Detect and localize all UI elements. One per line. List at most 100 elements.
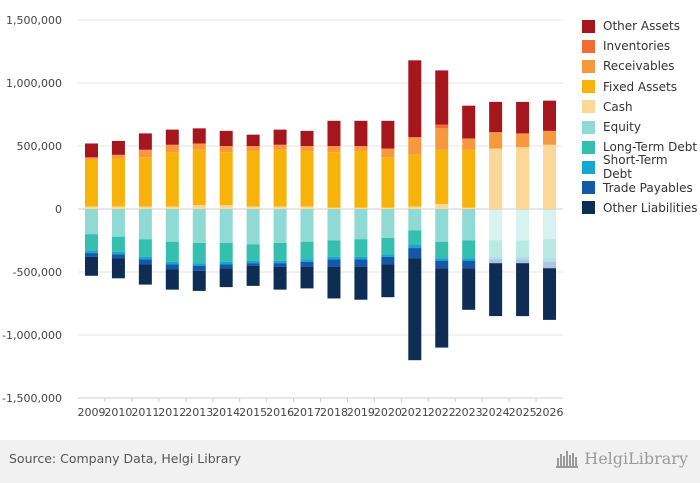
bar-other-liabilities-2022 <box>435 268 449 348</box>
y-tick-label: 0 <box>55 203 62 216</box>
bar-cash-2021 <box>408 206 422 209</box>
bar-equity-2012 <box>165 209 179 242</box>
x-tick-label: 2025 <box>509 406 537 419</box>
bar-cash-2011 <box>138 206 152 209</box>
bar-inventories-2022 <box>435 124 449 129</box>
bar-trade-payables-2015 <box>246 263 260 266</box>
bar-trade-payables-2012 <box>165 264 179 270</box>
legend: Other Assets Inventories Receivables Fixed … <box>582 16 700 218</box>
bar-trade-payables-2010 <box>111 254 125 259</box>
legend-swatch <box>582 59 595 73</box>
bar-short-term-debt-2024 <box>489 256 503 260</box>
bar-fixed-assets-2010 <box>111 158 125 207</box>
bar-short-term-debt-2011 <box>138 256 152 260</box>
bar-short-term-debt-2019 <box>354 256 368 260</box>
legend-item-cash[interactable]: Cash <box>582 97 700 117</box>
footer: Source: Company Data, Helgi Library Helg… <box>0 440 700 483</box>
legend-item-receivables[interactable]: Receivables <box>582 56 700 76</box>
legend-item-trade-payables[interactable]: Trade Payables <box>582 178 700 198</box>
bar-long-term-debt-2023 <box>462 240 476 259</box>
bar-receivables-2013 <box>192 143 206 150</box>
bar-other-assets-2022 <box>435 70 449 125</box>
bar-other-liabilities-2009 <box>84 256 98 276</box>
bar-cash-2014 <box>219 205 233 209</box>
bar-other-liabilities-2016 <box>273 266 287 290</box>
bar-long-term-debt-2020 <box>381 237 395 255</box>
bar-trade-payables-2023 <box>462 260 476 269</box>
bar-equity-2024 <box>489 209 503 241</box>
bar-short-term-debt-2018 <box>327 256 341 260</box>
bar-cash-2012 <box>165 206 179 209</box>
bar-other-assets-2009 <box>84 143 98 158</box>
legend-item-fixed-assets[interactable]: Fixed Assets <box>582 77 700 97</box>
x-tick-label: 2014 <box>212 406 240 419</box>
y-tick-label: -1,000,000 <box>2 329 62 342</box>
bar-other-liabilities-2013 <box>192 270 206 291</box>
bar-other-liabilities-2011 <box>138 264 152 285</box>
bar-short-term-debt-2026 <box>543 258 557 262</box>
bar-other-liabilities-2024 <box>489 263 503 317</box>
legend-item-long-term-debt[interactable]: Long-Term Debt <box>582 137 700 157</box>
bar-trade-payables-2017 <box>300 261 314 267</box>
bar-equity-2009 <box>84 209 98 235</box>
legend-item-inventories[interactable]: Inventories <box>582 36 700 56</box>
bar-equity-2018 <box>327 209 341 241</box>
bar-receivables-2019 <box>354 146 368 152</box>
bar-receivables-2011 <box>138 149 152 158</box>
bar-equity-2022 <box>435 209 449 242</box>
bar-fixed-assets-2013 <box>192 149 206 206</box>
bar-long-term-debt-2024 <box>489 240 503 257</box>
y-tick-label: 1,500,000 <box>6 14 62 27</box>
bar-long-term-debt-2017 <box>300 241 314 260</box>
bar-trade-payables-2022 <box>435 260 449 269</box>
x-tick-label: 2023 <box>455 406 483 419</box>
bar-receivables-2016 <box>273 144 287 150</box>
bar-long-term-debt-2019 <box>354 239 368 257</box>
bar-other-assets-2010 <box>111 140 125 155</box>
legend-swatch <box>582 160 595 174</box>
x-tick-label: 2010 <box>104 406 132 419</box>
legend-label: Other Assets <box>603 19 680 34</box>
bar-other-assets-2015 <box>246 134 260 146</box>
bar-long-term-debt-2014 <box>219 243 233 262</box>
bars <box>84 60 557 361</box>
bar-cash-2023 <box>462 207 476 209</box>
bar-cash-2019 <box>354 207 368 209</box>
balance-sheet-chart: -1,500,000 -1,000,000 -500,000 0 500,000 1,00… <box>2 14 563 419</box>
bar-short-term-debt-2023 <box>462 258 476 261</box>
bar-short-term-debt-2022 <box>435 258 449 261</box>
legend-item-short-term-debt[interactable]: Short-Term Debt <box>582 153 700 181</box>
bar-short-term-debt-2025 <box>516 256 530 260</box>
bar-other-liabilities-2026 <box>543 268 557 320</box>
legend-label: Long-Term Debt <box>603 140 698 155</box>
bar-trade-payables-2019 <box>354 259 368 267</box>
legend-item-other-assets[interactable]: Other Assets <box>582 16 700 36</box>
bar-fixed-assets-2017 <box>300 151 314 207</box>
bar-equity-2025 <box>516 209 530 241</box>
bar-cash-2018 <box>327 207 341 209</box>
bar-short-term-debt-2020 <box>381 254 395 257</box>
bar-fixed-assets-2011 <box>138 157 152 207</box>
bar-other-assets-2019 <box>354 120 368 146</box>
legend-swatch <box>582 100 595 114</box>
legend-label: Receivables <box>603 59 675 74</box>
bar-receivables-2015 <box>246 146 260 152</box>
legend-label: Fixed Assets <box>603 79 677 94</box>
bar-fixed-assets-2009 <box>84 159 98 207</box>
x-tick-label: 2016 <box>266 406 294 419</box>
y-tick-label: 500,000 <box>17 140 63 153</box>
bar-long-term-debt-2012 <box>165 241 179 262</box>
bar-equity-2023 <box>462 209 476 241</box>
bar-other-assets-2012 <box>165 129 179 145</box>
legend-item-equity[interactable]: Equity <box>582 117 700 137</box>
bar-long-term-debt-2016 <box>273 243 287 261</box>
legend-item-other-liabilities[interactable]: Other Liabilities <box>582 198 700 218</box>
bar-other-liabilities-2014 <box>219 268 233 288</box>
legend-swatch <box>582 19 595 33</box>
bar-short-term-debt-2013 <box>192 263 206 266</box>
bar-trade-payables-2020 <box>381 256 395 265</box>
bar-long-term-debt-2021 <box>408 230 422 245</box>
bar-trade-payables-2009 <box>84 253 98 257</box>
bar-equity-2019 <box>354 209 368 240</box>
bar-long-term-debt-2018 <box>327 240 341 257</box>
